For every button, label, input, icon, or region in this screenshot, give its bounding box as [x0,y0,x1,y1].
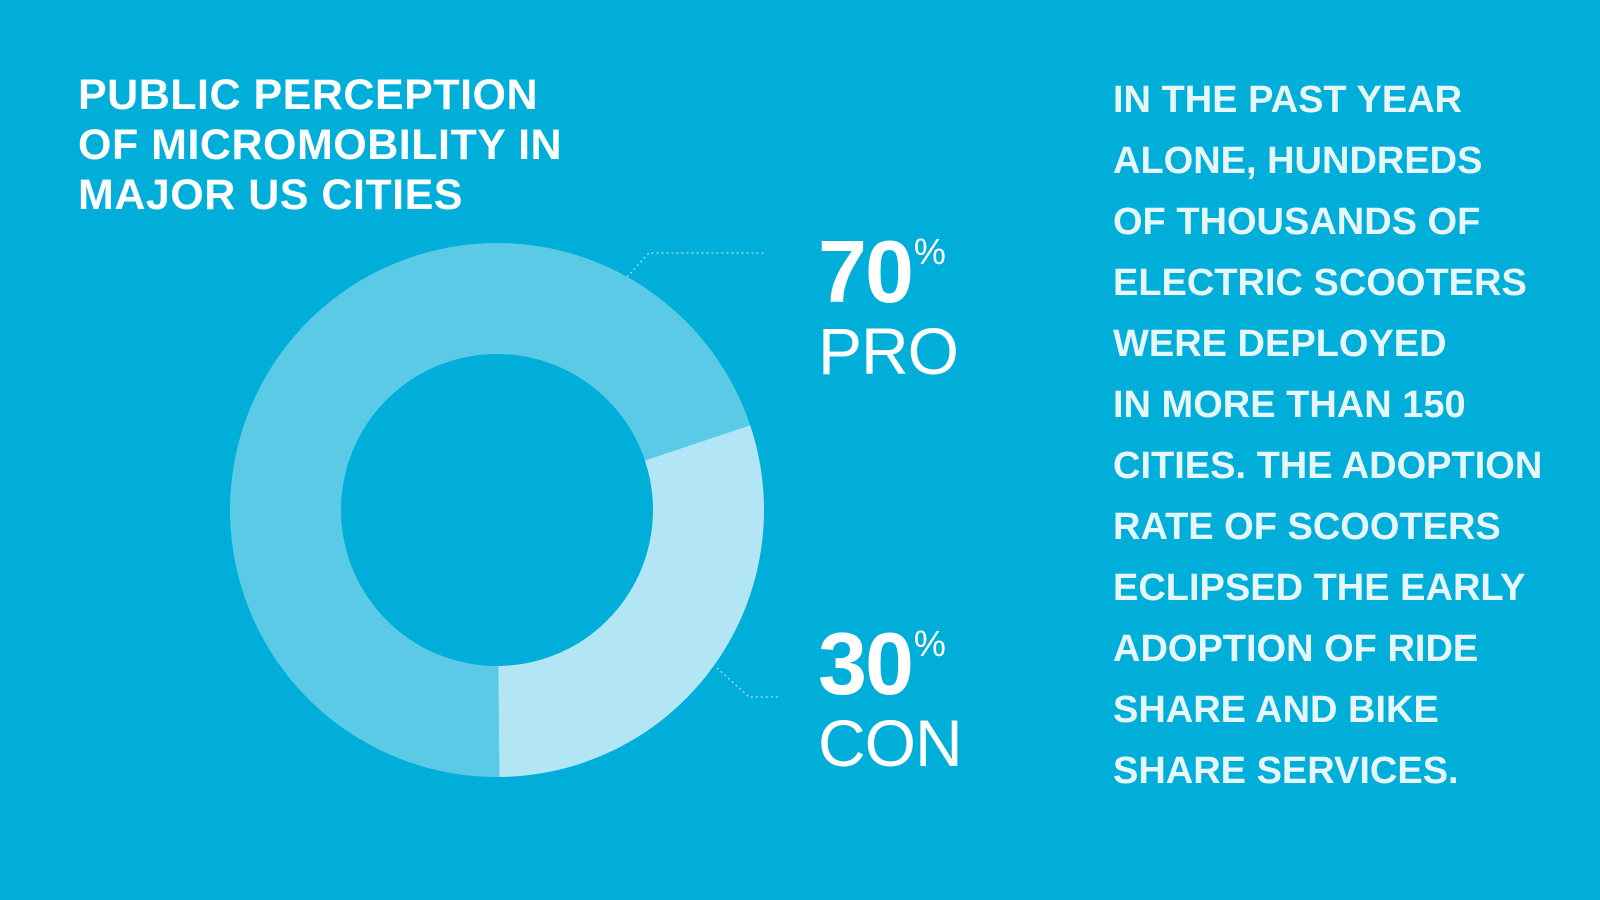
body-text-line: ECLIPSED THE EARLY [1113,567,1526,609]
body-text-line: IN THE PAST YEAR [1113,79,1463,121]
con-slice [498,425,764,777]
chart-title-line: OF MICROMOBILITY IN [78,121,563,169]
body-text-line: IN MORE THAN 150 [1113,384,1466,426]
con-percent-value: 30 [818,614,914,713]
pro-slice [229,242,751,777]
pro-leader-line [626,252,765,278]
pro-percent-value: 70 [818,222,914,321]
body-text-line: SHARE SERVICES. [1113,750,1459,792]
chart-title-line: MAJOR US CITIES [78,171,463,219]
pro-percent-sign: % [913,231,946,272]
pro-stat: 70% PRO [818,228,959,388]
body-text: IN THE PAST YEAR ALONE, HUNDREDS OF THOU… [1113,70,1583,802]
con-percent-sign: % [913,623,946,664]
body-text-line: CITIES. THE ADOPTION [1113,445,1543,487]
pro-label: PRO [818,314,959,388]
body-text-line: SHARE AND BIKE [1113,689,1439,731]
con-label: CON [818,706,963,780]
chart-title: PUBLIC PERCEPTION OF MICROMOBILITY IN MA… [78,70,698,220]
body-text-line: ALONE, HUNDREDS [1113,140,1483,182]
chart-title-line: PUBLIC PERCEPTION [78,71,539,119]
body-text-line: OF THOUSANDS OF [1113,201,1481,243]
con-stat: 30% CON [818,620,963,780]
body-text-line: ADOPTION OF RIDE [1113,628,1479,670]
body-text-line: WERE DEPLOYED [1113,323,1447,365]
body-text-line: ELECTRIC SCOOTERS [1113,262,1527,304]
body-text-line: RATE OF SCOOTERS [1113,506,1501,548]
con-leader-line [716,667,779,698]
